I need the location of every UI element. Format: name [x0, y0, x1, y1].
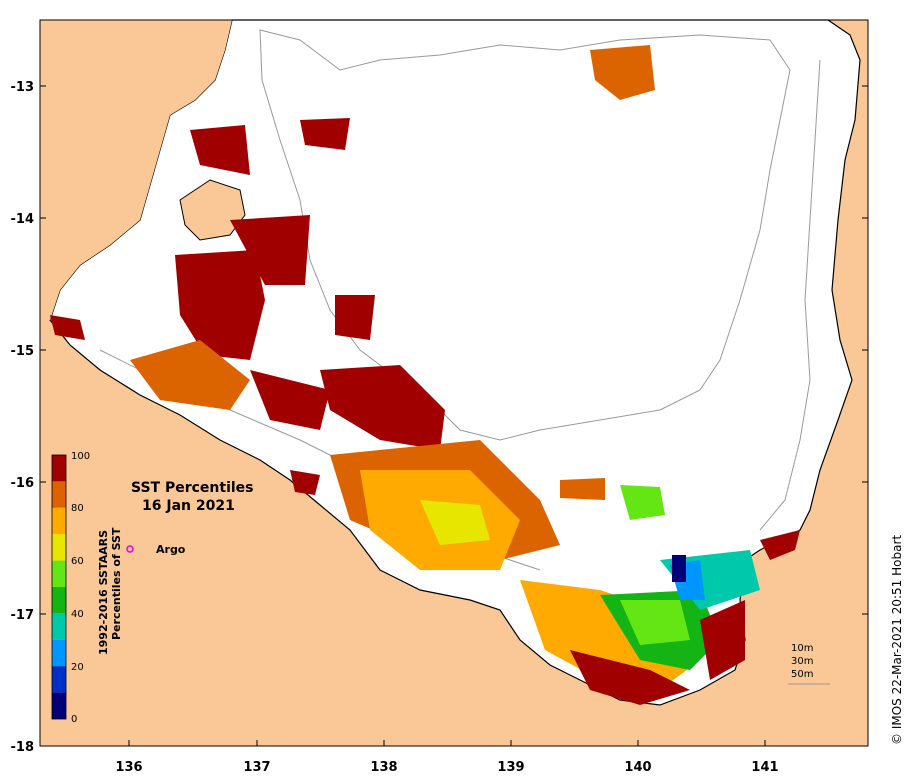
x-tick-label: 136: [115, 760, 142, 775]
colorbar-tick: 80: [71, 503, 84, 514]
x-tick-label: 139: [497, 760, 524, 775]
x-tick-label: 137: [243, 760, 270, 775]
gulf-west-land: [40, 20, 232, 320]
map-title: SST Percentiles: [131, 480, 254, 496]
y-tick-label: -18: [11, 740, 35, 755]
colorbar-title-1: 1992-2016 SSTAARS: [97, 530, 110, 655]
isobath-label: 30m: [791, 656, 813, 667]
y-axis: -13 -14 -15 -16 -17 -18: [11, 80, 868, 755]
colorbar-title-2: Percentiles of SST: [110, 527, 123, 640]
colorbar-tick: 40: [71, 609, 84, 620]
axes-frame: [39, 19, 869, 747]
sst-pixels: [50, 45, 800, 705]
y-tick-label: -13: [11, 80, 35, 95]
credit-text: © IMOS 22-Mar-2021 20:51 Hobart: [890, 535, 904, 745]
map-date: 16 Jan 2021: [142, 498, 235, 514]
y-tick-label: -16: [11, 476, 35, 491]
colorbar: 100 80 60 40 20 0 1992-2016 SSTAARS Perc…: [51, 451, 123, 725]
sea-area: [49, 19, 861, 706]
isobath-legend: 10m 30m 50m: [788, 643, 830, 685]
x-tick-label: 140: [624, 760, 651, 775]
isobath-label: 50m: [791, 669, 813, 680]
x-axis: 136 137 138 139 140 141: [115, 740, 779, 775]
colorbar-tick: 60: [71, 556, 84, 567]
argo-marker-icon: [126, 545, 134, 553]
colorbar-tick: 20: [71, 662, 84, 673]
x-tick-label: 141: [751, 760, 778, 775]
x-tick-label: 138: [370, 760, 397, 775]
colorbar-tick: 100: [71, 451, 90, 462]
isobath-label: 10m: [791, 643, 813, 654]
argo-legend-label: Argo: [156, 543, 186, 556]
y-tick-label: -15: [11, 344, 35, 359]
y-tick-label: -17: [11, 608, 35, 623]
colorbar-tick: 0: [71, 714, 77, 725]
y-tick-label: -14: [11, 212, 35, 227]
